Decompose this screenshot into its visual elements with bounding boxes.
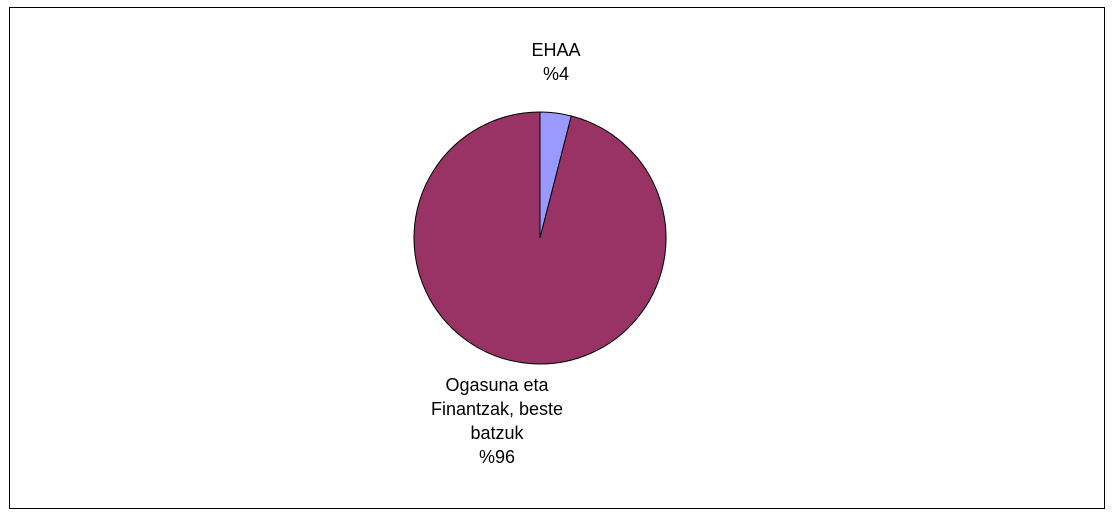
chart-area: EHAA %4 Ogasuna eta Finantzak, beste batzuk%… [9,7,1105,509]
slice-category-label-1: batzuk [470,423,524,443]
slice-category-label-1: Ogasuna eta [445,375,549,395]
slice-category-label-1: Finantzak, beste [431,399,563,419]
pie-slice-1 [413,111,667,365]
slice-percent-label-0: %4 [543,64,569,84]
pie-chart: EHAA %4 Ogasuna eta Finantzak, beste batzuk%… [413,40,667,467]
slice-percent-label-1: %96 [479,447,515,467]
slice-category-label-0: EHAA [531,40,580,60]
